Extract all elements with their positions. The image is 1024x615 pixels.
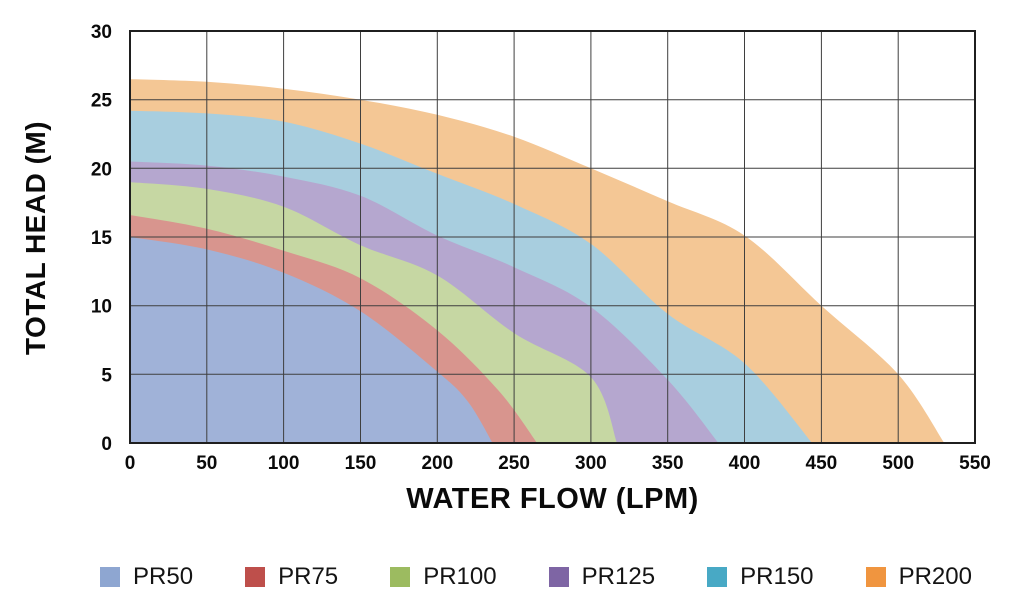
x-tick-label: 500 [882, 453, 914, 474]
x-tick-label: 300 [575, 453, 607, 474]
legend-item-pr50: PR50 [100, 565, 193, 589]
plot-area: 0 50 100 150 200 250 300 350 400 450 500 550 0 5 10 15 2… [91, 22, 991, 474]
legend: PR50 PR75 PR100 PR125 PR150 PR200 [100, 556, 972, 598]
y-tick-label: 15 [91, 228, 113, 249]
x-tick-label: 200 [421, 453, 453, 474]
legend-swatch-pr75 [245, 567, 266, 587]
x-axis-ticks: 0 50 100 150 200 250 300 350 400 450 500 550 [125, 453, 991, 474]
area-pr50 [130, 237, 493, 443]
x-tick-label: 400 [729, 453, 761, 474]
x-tick-label: 100 [268, 453, 300, 474]
x-tick-label: 50 [196, 453, 217, 474]
legend-swatch-pr200 [865, 567, 886, 587]
legend-label: PR150 [740, 563, 814, 590]
y-axis-ticks: 0 5 10 15 20 25 30 [91, 22, 113, 455]
legend-swatch-pr150 [707, 567, 728, 587]
legend-label: PR100 [423, 563, 497, 590]
legend-item-pr75: PR75 [245, 565, 338, 589]
y-tick-label: 0 [101, 434, 112, 455]
curve-areas [130, 79, 945, 443]
x-axis-title: WATER FLOW (LPM) [406, 483, 699, 515]
x-tick-label: 550 [959, 453, 991, 474]
x-tick-label: 250 [498, 453, 530, 474]
legend-item-pr100: PR100 [390, 563, 497, 590]
x-tick-label: 150 [345, 453, 377, 474]
x-tick-label: 0 [125, 453, 136, 474]
legend-item-pr150: PR150 [707, 563, 814, 590]
y-axis-title: TOTAL HEAD (M) [20, 120, 51, 356]
y-tick-label: 10 [91, 297, 112, 318]
legend-label: PR125 [581, 563, 656, 590]
gridlines [130, 31, 975, 443]
legend-item-pr200: PR200 [865, 563, 972, 590]
y-tick-label: 30 [91, 22, 112, 43]
plot-border [129, 30, 976, 444]
y-tick-label: 20 [91, 159, 112, 180]
legend-label: PR75 [278, 563, 339, 590]
legend-swatch-pr100 [390, 567, 411, 587]
y-tick-label: 5 [101, 365, 112, 386]
legend-label: PR200 [898, 563, 972, 590]
y-tick-label: 25 [91, 91, 113, 112]
x-tick-label: 450 [806, 453, 838, 474]
legend-label: PR50 [133, 563, 194, 590]
legend-swatch-pr50 [100, 567, 120, 587]
legend-item-pr125: PR125 [548, 563, 656, 590]
legend-swatch-pr125 [548, 567, 569, 587]
x-tick-label: 350 [652, 453, 684, 474]
